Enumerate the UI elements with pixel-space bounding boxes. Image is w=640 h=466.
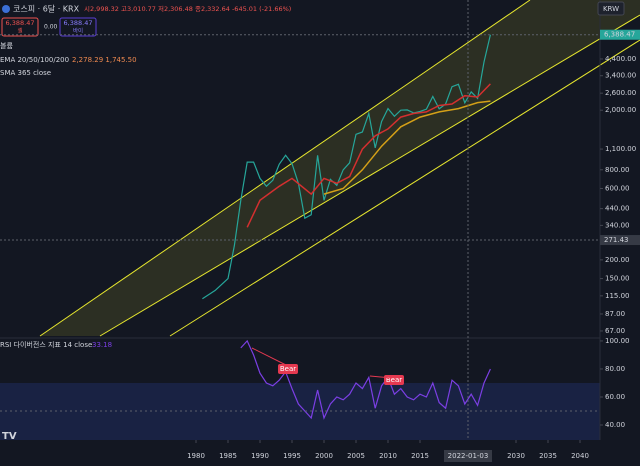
rsi-tick-label: 40.00	[605, 421, 625, 429]
cursor-time-label: 2022-01-03	[448, 452, 489, 460]
x-tick-label: 1980	[187, 452, 205, 460]
buy-label: 바이	[73, 27, 83, 35]
rsi-value: 33.18	[92, 341, 112, 349]
y-tick-label: 4,400.00	[605, 55, 636, 63]
x-tick-label: 2005	[347, 452, 365, 460]
x-tick-label: 2030	[507, 452, 525, 460]
y-tick-label: 67.00	[605, 327, 625, 335]
ema-indicator[interactable]: EMA 20/50/100/200	[0, 56, 69, 64]
header: 코스피 · 6달 · KRX 시2,998.32 고3,010.77 저2,30…	[0, 1, 625, 442]
y-tick-label: 2,000.00	[605, 106, 636, 114]
x-tick-label: 2035	[539, 452, 557, 460]
ema-line	[246, 83, 491, 228]
sma-indicator[interactable]: SMA 365 close	[0, 69, 51, 77]
sell-button[interactable]	[1, 17, 39, 37]
logo: TV	[2, 431, 17, 442]
symbol: 코스피 · 6달 · KRX	[13, 5, 80, 14]
cursor-price-label: 271.43	[604, 236, 629, 244]
y-tick-label: 800.00	[605, 166, 630, 174]
volume-indicator[interactable]: 볼륨	[0, 41, 13, 50]
spread: 0.00	[44, 24, 58, 31]
divergence	[369, 375, 393, 379]
last-price-label: 6,388.47	[604, 31, 635, 39]
bear-label: Bear	[280, 365, 296, 373]
buy-price: 6,388.47	[64, 19, 93, 27]
buy-button[interactable]	[59, 17, 97, 37]
rsi-tick-label: 60.00	[605, 393, 625, 401]
ohlc: 시2,998.32 고3,010.77 저2,306.48 종2,332.64 …	[84, 4, 291, 13]
y-tick-label: 3,400.00	[605, 72, 636, 80]
ema-values: 2,278.29 1,745.50	[72, 56, 137, 64]
cursor-price-badge	[600, 235, 640, 246]
currency: KRW	[603, 5, 619, 13]
x-tick-label: 1995	[283, 452, 301, 460]
x-tick-label: 2000	[315, 452, 333, 460]
last-price-badge	[600, 29, 640, 40]
rsi-line	[240, 339, 491, 420]
currency-button[interactable]	[597, 1, 625, 16]
y-tick-label: 115.00	[605, 292, 630, 300]
y-tick-label: 440.00	[605, 205, 630, 213]
rsi-label: RSI 다이버전스 지표 14 close	[0, 340, 92, 349]
x-tick-label: 1985	[219, 452, 237, 460]
y-tick-label: 200.00	[605, 256, 630, 264]
divergence	[251, 347, 289, 367]
sell-price: 6,388.47	[6, 19, 35, 27]
bear-badge	[278, 364, 298, 374]
rsi-tick-label: 100.00	[605, 337, 630, 345]
rsi-tick-label: 80.00	[605, 365, 625, 373]
y-tick-label: 2,600.00	[605, 89, 636, 97]
y-tick-label: 1,100.00	[605, 145, 636, 153]
x-tick-label: 2015	[411, 452, 429, 460]
y-tick-label: 600.00	[605, 184, 630, 192]
y-tick-label: 340.00	[605, 221, 630, 229]
bear-label: Bear	[386, 376, 402, 384]
y-tick-label: 150.00	[605, 275, 630, 283]
cursor-time-badge	[444, 450, 492, 462]
y-tick-label: 87.00	[605, 310, 625, 318]
x-tick-label: 1990	[251, 452, 269, 460]
x-tick-label: 2010	[379, 452, 397, 460]
sell-label: 셀	[17, 27, 22, 35]
x-tick-label: 2040	[571, 452, 589, 460]
